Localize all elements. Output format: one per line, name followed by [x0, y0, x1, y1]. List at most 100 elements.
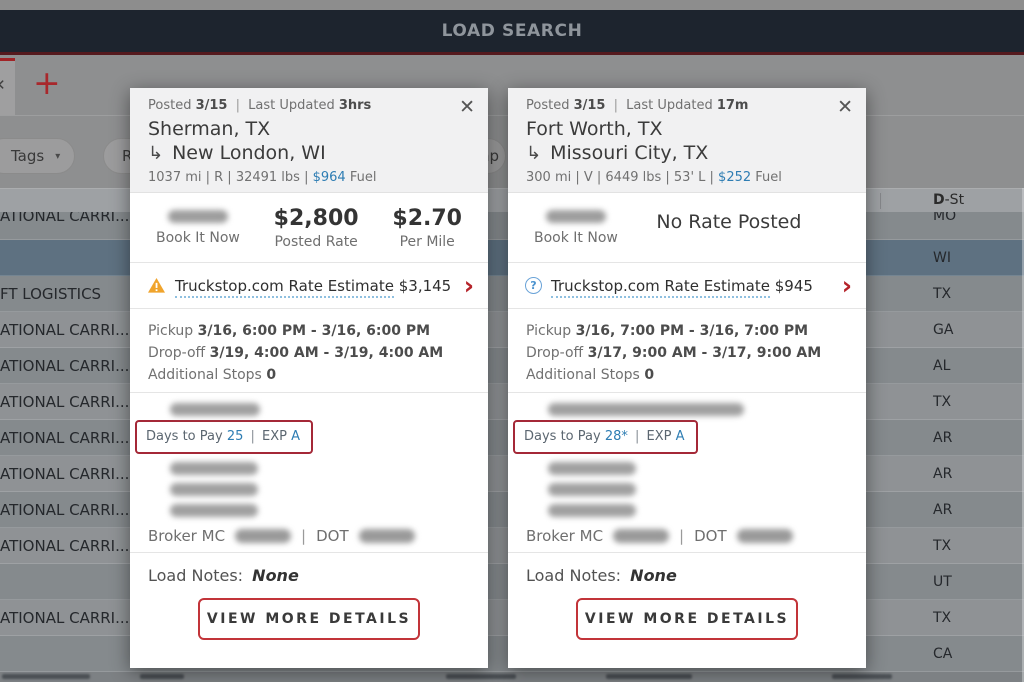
stops-label: Additional Stops	[148, 367, 262, 383]
dot-label: DOT	[694, 527, 727, 545]
days-to-pay-value: 28*	[604, 429, 628, 444]
load-stats-line: 1037 mi | R | 32491 lbs | $964 Fuel	[148, 170, 472, 185]
dst-cell: WI	[933, 249, 951, 266]
table-row-partial[interactable]	[0, 672, 1024, 682]
broker-mc-dot-line: Broker MC | DOT	[526, 527, 848, 545]
dst-cell: GA	[933, 321, 954, 338]
per-mile-value: $2.70	[392, 205, 462, 231]
chevron-right-icon[interactable]: ›	[841, 270, 852, 300]
redacted-dot-number	[358, 529, 415, 543]
clipped-text-smudge	[2, 674, 90, 679]
dst-cell: TX	[933, 609, 952, 626]
dot-label: DOT	[316, 527, 349, 545]
updated-label: Last Updated	[626, 98, 713, 113]
days-to-pay-value: 25	[226, 429, 244, 444]
clipped-text-smudge	[446, 674, 516, 679]
schedule-section: Pickup 3/16, 7:00 PM - 3/16, 7:00 PM Dro…	[508, 309, 866, 393]
estimate-label[interactable]: Truckstop.com Rate Estimate	[175, 276, 394, 298]
load-notes-line: Load Notes: None	[130, 553, 488, 585]
close-icon[interactable]: ✕	[459, 96, 475, 118]
exp-rating-link[interactable]: A	[291, 429, 301, 444]
tab-close-icon[interactable]: ✕	[0, 76, 6, 94]
dst-column-header[interactable]: D-St	[933, 192, 964, 208]
updated-value: 17m	[716, 98, 749, 113]
search-tab[interactable]: ✕	[0, 58, 15, 115]
dst-header-rest: -St	[944, 192, 965, 208]
page-title: LOAD SEARCH	[441, 21, 583, 41]
redacted-line	[170, 483, 258, 496]
dropoff-value: 3/17, 9:00 AM - 3/17, 9:00 AM	[587, 345, 822, 361]
redacted-mc-number	[235, 529, 292, 543]
redacted-dot-number	[736, 529, 793, 543]
app-header: LOAD SEARCH	[0, 10, 1024, 52]
separator: |	[635, 429, 640, 444]
carrier-cell: ATIONAL CARRI...	[0, 428, 130, 447]
load-notes-line: Load Notes: None	[508, 553, 866, 585]
book-it-now-label: Book It Now	[156, 229, 240, 246]
load-notes-label: Load Notes:	[148, 566, 244, 585]
redacted-line	[170, 462, 258, 475]
header-accent-line	[0, 52, 1024, 55]
dst-header-bold: D	[933, 192, 945, 208]
fuel-label: Fuel	[349, 170, 377, 185]
rate-estimate-row[interactable]: ? Truckstop.com Rate Estimate $945 ›	[508, 263, 866, 309]
dst-cell: AL	[933, 357, 951, 374]
view-more-details-button[interactable]: VIEW MORE DETAILS	[576, 598, 798, 640]
redacted-company-name	[548, 403, 744, 416]
carrier-cell: ATIONAL CARRI...	[0, 356, 130, 375]
destination-city: Missouri City, TX	[550, 142, 709, 164]
load-notes-value: None	[630, 566, 677, 585]
exp-rating-link[interactable]: A	[675, 429, 685, 444]
rate-estimate-row[interactable]: Truckstop.com Rate Estimate $3,145 ›	[130, 263, 488, 309]
book-it-now-button[interactable]: Book It Now	[156, 209, 240, 246]
tags-filter-dropdown[interactable]: Tags ▾	[0, 138, 76, 174]
separator: |	[679, 527, 685, 545]
updated-value: 3hrs	[338, 98, 372, 113]
window-top-strip	[0, 0, 1024, 10]
estimate-label[interactable]: Truckstop.com Rate Estimate	[551, 276, 770, 298]
redacted-mc-number	[613, 529, 670, 543]
posted-date: 3/15	[573, 98, 606, 113]
no-rate-posted-text: No Rate Posted	[656, 210, 802, 233]
carrier-cell: ATIONAL CARRI...	[0, 464, 130, 483]
fuel-amount: $252	[718, 170, 752, 185]
clipped-text-smudge	[140, 674, 184, 679]
card-header: Posted 3/15 | Last Updated 3hrs ✕ Sherma…	[130, 88, 488, 193]
origin-city: Fort Worth, TX	[526, 118, 663, 140]
days-to-pay-highlight: Days to Pay 25 | EXP A	[135, 420, 314, 454]
stops-line: Additional Stops 0	[148, 364, 470, 386]
close-icon[interactable]: ✕	[837, 96, 853, 118]
per-mile: $2.70 Per Mile	[392, 206, 462, 250]
broker-section: Days to Pay 28* | EXP A Broker MC | DOT	[508, 393, 866, 553]
estimate-value: $3,145	[398, 276, 452, 295]
days-to-pay-highlight: Days to Pay 28* | EXP A	[513, 420, 698, 454]
tags-label: Tags	[11, 147, 45, 165]
book-it-now-button[interactable]: Book It Now	[534, 209, 618, 246]
redacted-line	[548, 504, 636, 517]
updated-label: Last Updated	[248, 98, 335, 113]
destination-city: New London, WI	[172, 142, 326, 164]
redacted-price	[545, 209, 606, 223]
dropoff-line: Drop-off 3/19, 4:00 AM - 3/19, 4:00 AM	[148, 342, 470, 364]
view-more-details-button[interactable]: VIEW MORE DETAILS	[198, 598, 420, 640]
separator: |	[301, 527, 307, 545]
per-mile-label: Per Mile	[399, 233, 455, 250]
dst-cell: AR	[933, 465, 953, 482]
chevron-right-icon[interactable]: ›	[463, 270, 474, 300]
estimate-value: $945	[774, 276, 813, 295]
rates-row: Book It Now No Rate Posted	[508, 193, 866, 263]
posted-date: 3/15	[195, 98, 228, 113]
question-circle-icon[interactable]: ?	[525, 277, 542, 294]
add-tab-button[interactable]: +	[33, 63, 61, 102]
broker-section: Days to Pay 25 | EXP A Broker MC | DOT	[130, 393, 488, 553]
warning-triangle-icon	[148, 277, 165, 293]
load-stats-line: 300 mi | V | 6449 lbs | 53' L | $252 Fue…	[526, 170, 850, 185]
dst-cell: AR	[933, 429, 953, 446]
chevron-down-icon: ▾	[55, 150, 61, 162]
fuel-label: Fuel	[755, 170, 782, 185]
carrier-cell: ATIONAL CARRI...	[0, 608, 130, 627]
redacted-line	[548, 483, 636, 496]
carrier-cell: ATIONAL CARRI...	[0, 320, 130, 339]
arrow-down-right-icon: ↳	[526, 142, 542, 164]
stops-label: Additional Stops	[526, 367, 640, 383]
